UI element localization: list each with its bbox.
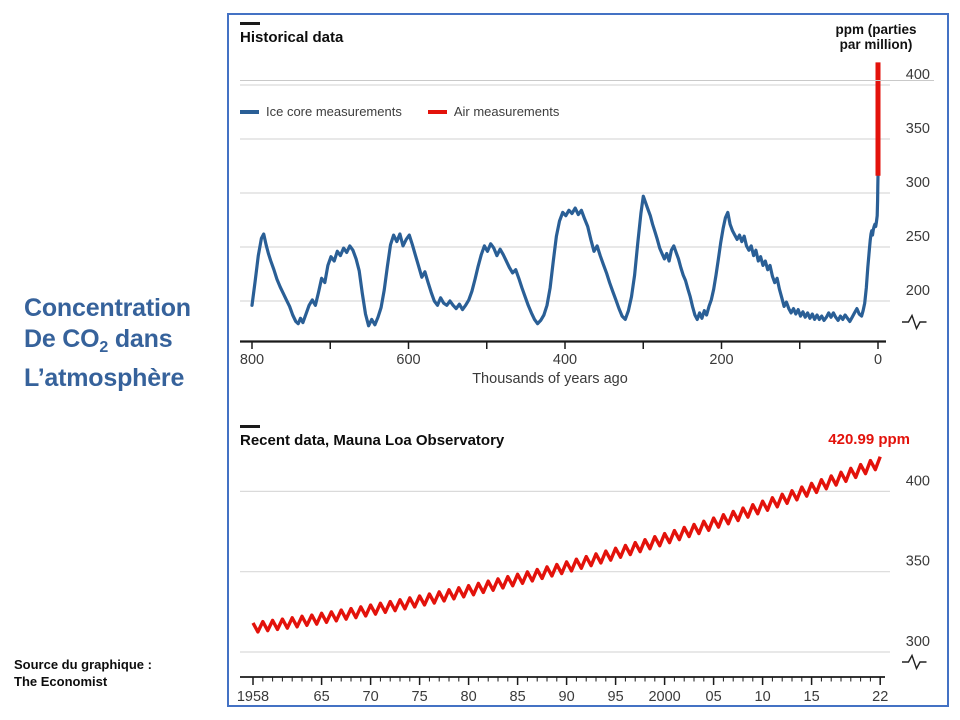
legend-label: Ice core measurements bbox=[266, 104, 402, 119]
x-tick-label: 65 bbox=[314, 689, 330, 705]
title-dash bbox=[240, 425, 260, 428]
page-title: Concentration De CO2 dans L’atmosphère bbox=[24, 293, 191, 394]
page-title-line2: De CO2 dans bbox=[24, 325, 173, 356]
x-tick-label: 22 bbox=[872, 689, 888, 705]
x-tick-label: 800 bbox=[240, 352, 264, 368]
x-tick-label: 15 bbox=[804, 689, 820, 705]
chart-panel bbox=[227, 13, 949, 707]
page-title-line3: L’atmosphère bbox=[24, 364, 185, 392]
historical-x-axis-title: Thousands of years ago bbox=[472, 371, 628, 387]
historical-title: Historical data bbox=[240, 29, 344, 46]
page-title-line1: Concentration bbox=[24, 294, 191, 322]
y-tick-label: 350 bbox=[906, 554, 930, 570]
recent-y-tick-labels: 400 350 300 bbox=[906, 473, 930, 650]
axis-break-icon bbox=[902, 653, 927, 671]
x-tick-label: 10 bbox=[755, 689, 771, 705]
x-tick-label: 95 bbox=[608, 689, 624, 705]
x-tick-label: 90 bbox=[559, 689, 575, 705]
y-tick-label: 400 bbox=[906, 473, 930, 489]
source-line2: The Economist bbox=[14, 674, 108, 689]
recent-title: Recent data, Mauna Loa Observatory bbox=[240, 432, 505, 449]
mauna-loa-line bbox=[251, 456, 882, 634]
y-tick-label: 300 bbox=[906, 634, 930, 650]
x-tick-label: 75 bbox=[412, 689, 428, 705]
x-tick-label: 05 bbox=[706, 689, 722, 705]
legend: Ice core measurements Air measurements bbox=[240, 104, 559, 119]
x-tick-label: 200 bbox=[709, 352, 733, 368]
title-dash bbox=[240, 22, 260, 25]
recent-gridlines bbox=[240, 490, 890, 653]
ice-core-line bbox=[250, 174, 880, 328]
axis-break-icon bbox=[902, 313, 927, 331]
legend-item-ice-core: Ice core measurements bbox=[240, 104, 402, 119]
co2-subscript: 2 bbox=[99, 339, 109, 356]
air-swatch-icon bbox=[427, 109, 447, 114]
y-tick-label: 350 bbox=[906, 121, 930, 137]
recent-x-tick-labels: 1958 65 70 75 80 85 90 95 2000 05 10 15 22 bbox=[237, 689, 888, 705]
header-rule bbox=[240, 80, 934, 81]
ice-core-swatch-icon bbox=[240, 109, 259, 114]
source-note: Source du graphique : The Economist bbox=[14, 656, 152, 690]
y-tick-label: 250 bbox=[906, 229, 930, 245]
recent-x-ticks bbox=[252, 677, 881, 685]
y-tick-label: 200 bbox=[906, 283, 930, 299]
x-tick-label: 2000 bbox=[648, 689, 680, 705]
source-line1: Source du graphique : bbox=[14, 657, 152, 672]
historical-x-ticks bbox=[251, 342, 879, 349]
x-tick-label: 70 bbox=[363, 689, 379, 705]
x-tick-label: 0 bbox=[874, 352, 882, 368]
historical-x-tick-labels: 800 600 400 200 0 bbox=[240, 352, 882, 368]
x-tick-label: 80 bbox=[461, 689, 477, 705]
historical-y-tick-labels: 400 350 300 250 200 bbox=[906, 67, 930, 299]
x-tick-label: 600 bbox=[396, 352, 420, 368]
y-axis-unit-label: ppm (parties par million) bbox=[835, 22, 917, 52]
legend-item-air: Air measurements bbox=[427, 104, 560, 119]
latest-value-annotation: 420.99 ppm bbox=[828, 431, 910, 448]
x-tick-label: 1958 bbox=[237, 689, 269, 705]
y-tick-label: 400 bbox=[906, 67, 930, 83]
y-tick-label: 300 bbox=[906, 175, 930, 191]
x-tick-label: 400 bbox=[553, 352, 577, 368]
x-tick-label: 85 bbox=[510, 689, 526, 705]
legend-label: Air measurements bbox=[453, 104, 560, 119]
